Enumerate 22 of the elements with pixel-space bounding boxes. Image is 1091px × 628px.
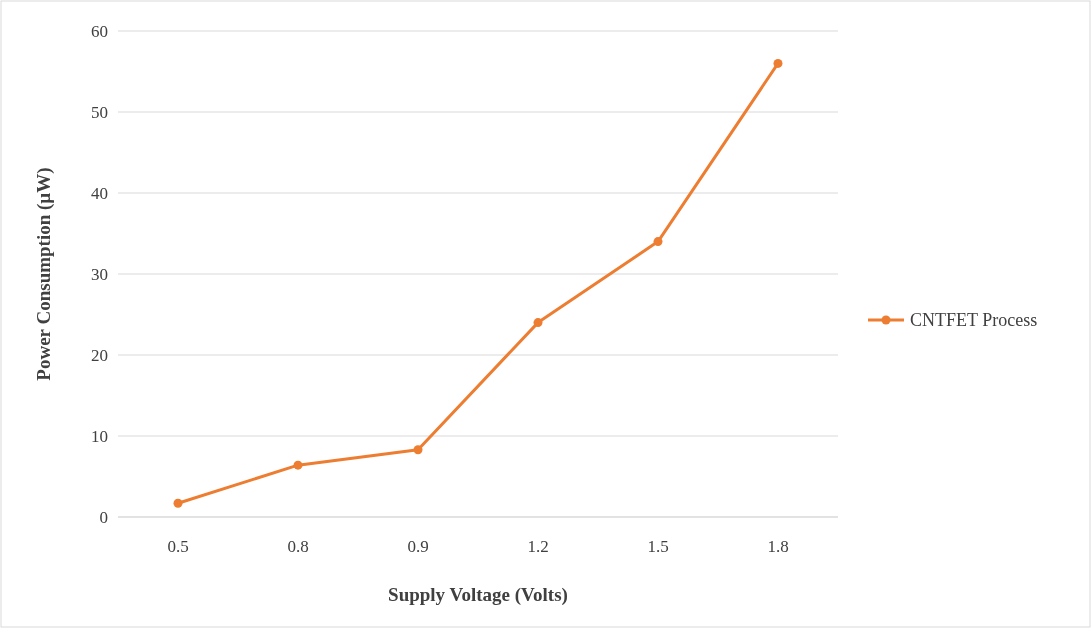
x-tick-label: 0.5 xyxy=(167,537,189,556)
x-tick-label: 0.8 xyxy=(287,537,309,556)
y-tick-label: 60 xyxy=(91,21,108,41)
point xyxy=(653,237,663,247)
x-tick-label: 0.9 xyxy=(407,537,429,556)
point xyxy=(533,318,543,328)
x-axis-title: Supply Voltage (Volts) xyxy=(388,584,568,606)
y-tick-label: 0 xyxy=(99,507,108,527)
point xyxy=(413,445,423,455)
y-tick-label: 50 xyxy=(91,102,108,122)
legend-label: CNTFET Process xyxy=(910,310,1038,331)
y-tick-label: 20 xyxy=(91,345,108,365)
x-tick-label: 1.5 xyxy=(647,537,669,556)
x-tick-label: 1.2 xyxy=(527,537,549,556)
point xyxy=(293,460,303,470)
y-axis-title: Power Consumption (µW) xyxy=(33,167,55,381)
x-tick-label: 1.8 xyxy=(767,537,789,556)
y-tick-label: 30 xyxy=(91,264,108,284)
y-tick-label: 40 xyxy=(91,183,108,203)
y-tick-label: 10 xyxy=(91,426,108,446)
point xyxy=(773,58,783,68)
point xyxy=(173,498,183,508)
